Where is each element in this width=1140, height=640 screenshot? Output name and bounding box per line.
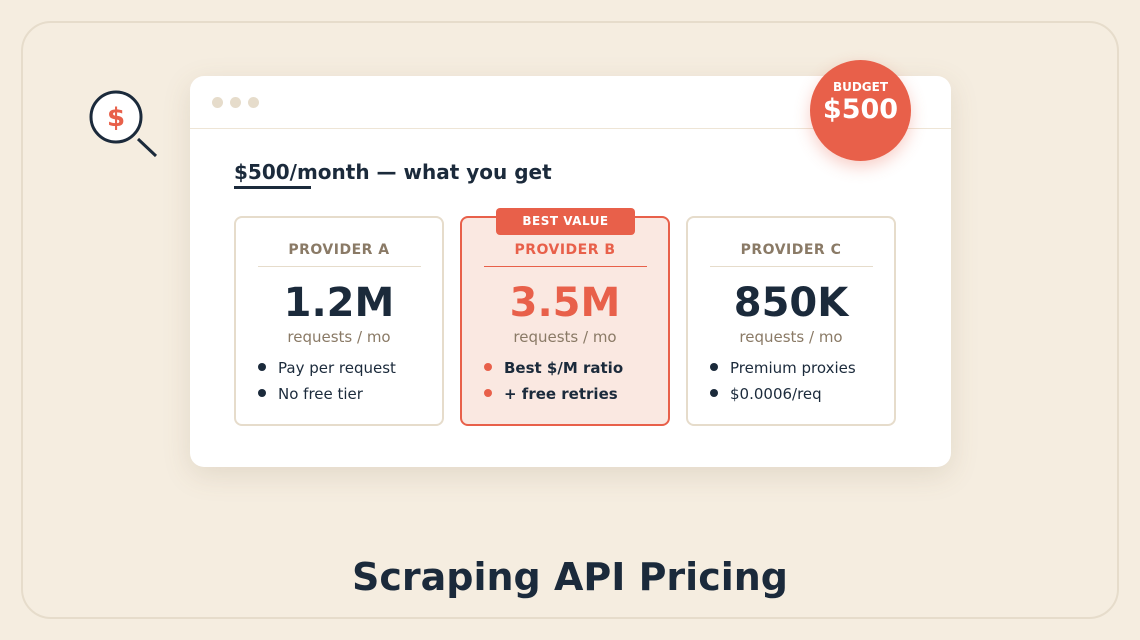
bullet <box>484 363 492 371</box>
bullet <box>710 363 718 371</box>
heading-rest: month — what you get <box>296 160 552 184</box>
feature: No free tier <box>278 385 363 403</box>
divider <box>190 128 951 129</box>
bullet <box>484 389 492 397</box>
best-value-tag: BEST VALUE <box>496 208 635 235</box>
frame <box>21 21 1119 619</box>
bullet <box>258 363 266 371</box>
icon-symbol: $ <box>107 103 125 133</box>
provider-card: BEST VALUE PROVIDER B 3.5M requests / mo Bes… <box>460 208 670 426</box>
bullet <box>710 389 718 397</box>
budget-badge: BUDGET $500 <box>810 60 911 161</box>
feature: + free retries <box>504 385 618 403</box>
feature: Premium proxies <box>730 359 856 377</box>
provider-divider <box>258 266 421 267</box>
heading: $500/month — what you get <box>234 160 552 184</box>
provider-name: PROVIDER C <box>740 242 842 258</box>
request-amount: 850K <box>733 280 849 326</box>
request-unit: requests / mo <box>287 328 391 346</box>
feature: Pay per request <box>278 359 396 377</box>
browser-card: $500/month — what you get PROVIDER A 1.2M… <box>190 76 951 467</box>
budget-amount: $500 <box>822 94 899 125</box>
feature: Best $/M ratio <box>504 359 624 377</box>
magnifier-icon: $ <box>89 90 158 158</box>
provider-name: PROVIDER A <box>288 242 390 258</box>
budget-label: BUDGET <box>832 80 889 94</box>
provider-name: PROVIDER B <box>514 242 616 258</box>
footer-title: Scraping API Pricing <box>351 555 789 599</box>
provider-card: PROVIDER C 850K requests / mo Premium proxi… <box>686 216 896 426</box>
request-unit: requests / mo <box>513 328 617 346</box>
window-dot <box>212 97 223 108</box>
lens <box>89 90 143 144</box>
provider-divider <box>710 266 873 267</box>
request-unit: requests / mo <box>739 328 843 346</box>
provider-divider <box>484 266 647 267</box>
request-amount: 1.2M <box>283 280 395 326</box>
request-amount: 3.5M <box>509 280 621 326</box>
window-dot <box>248 97 259 108</box>
provider-card: PROVIDER A 1.2M requests / mo Pay per reque… <box>234 216 444 426</box>
bullet <box>258 389 266 397</box>
handle <box>136 137 158 158</box>
window-dot <box>230 97 241 108</box>
heading-highlight: $500/ <box>234 160 297 184</box>
feature: $0.0006/req <box>730 385 822 403</box>
underline <box>234 186 311 189</box>
